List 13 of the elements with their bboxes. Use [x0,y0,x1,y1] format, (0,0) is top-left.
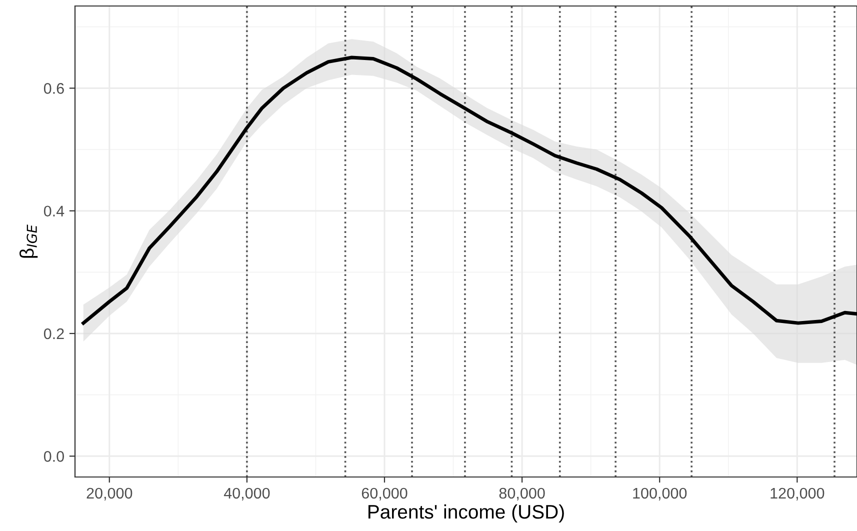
y-tick-label: 0.6 [44,83,64,94]
x-tick-label: 40,000 [224,488,270,500]
x-tick-label: 80,000 [499,488,545,500]
y-tick-label: 0.0 [44,451,64,462]
x-tick-label: 60,000 [362,488,408,500]
x-axis-title: Parents' income (USD) [368,504,564,523]
x-tick-label: 120,000 [770,488,824,500]
y-tick-label: 0.4 [44,206,64,217]
x-tick-label: 20,000 [86,488,132,500]
line-series [82,56,857,325]
y-axis-title: β$_{IGE}$ [20,224,38,258]
x-tick-label: 100,000 [633,488,687,500]
y-tick-label: 0.2 [44,328,64,340]
